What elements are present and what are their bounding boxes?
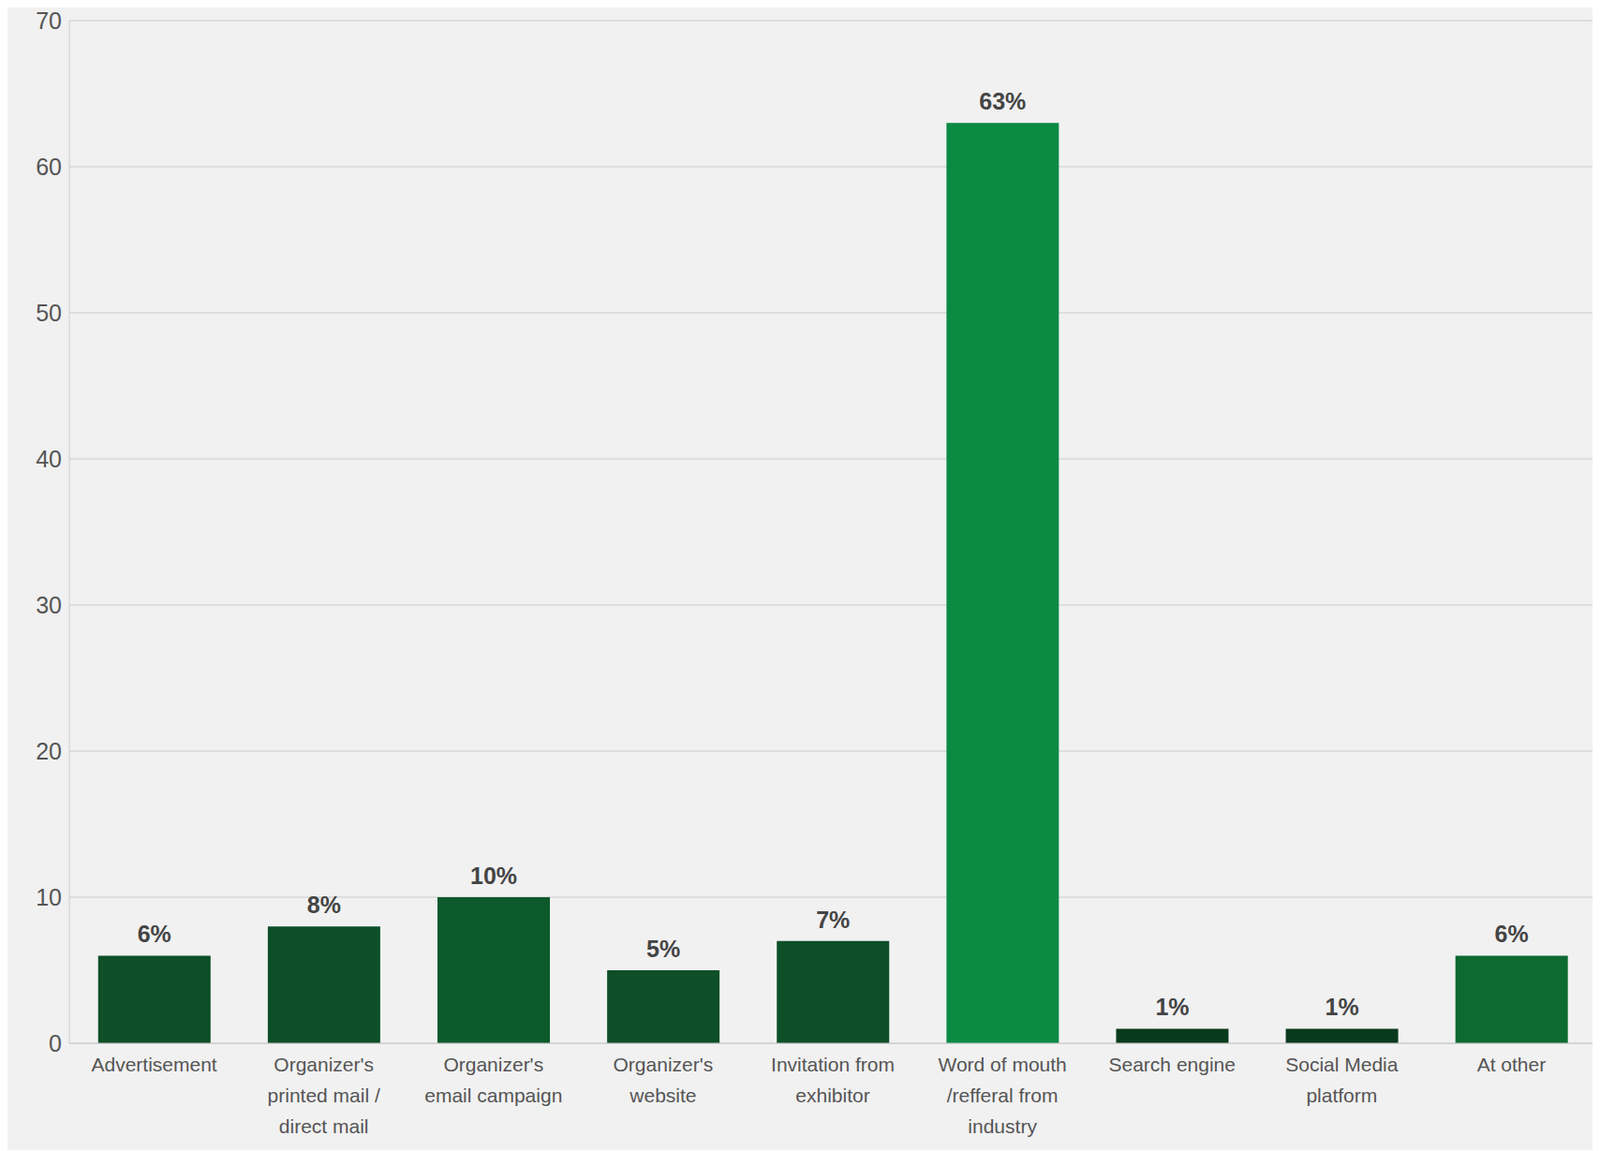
svg-text:/refferal from: /refferal from — [947, 1084, 1059, 1107]
svg-text:8%: 8% — [307, 891, 341, 919]
svg-text:60: 60 — [35, 153, 62, 180]
svg-text:1%: 1% — [1155, 993, 1189, 1021]
svg-text:Organizer's: Organizer's — [273, 1053, 374, 1076]
svg-text:20: 20 — [35, 738, 62, 765]
svg-text:Invitation from: Invitation from — [770, 1053, 895, 1076]
svg-text:5%: 5% — [646, 935, 681, 963]
svg-text:10%: 10% — [470, 862, 518, 889]
svg-text:10: 10 — [35, 884, 62, 911]
svg-text:Word of mouth: Word of mouth — [937, 1053, 1067, 1076]
svg-text:Organizer's: Organizer's — [613, 1053, 714, 1076]
svg-text:7%: 7% — [815, 906, 850, 934]
svg-text:70: 70 — [35, 7, 62, 34]
svg-text:website: website — [628, 1084, 697, 1107]
svg-text:At other: At other — [1477, 1053, 1547, 1076]
svg-text:email campaign: email campaign — [424, 1084, 563, 1107]
svg-text:40: 40 — [35, 445, 62, 473]
svg-text:Search engine: Search engine — [1109, 1053, 1236, 1076]
svg-text:6%: 6% — [137, 920, 172, 948]
svg-text:6%: 6% — [1495, 920, 1529, 948]
svg-text:printed mail /: printed mail / — [267, 1084, 381, 1107]
svg-text:1%: 1% — [1324, 993, 1359, 1021]
svg-text:30: 30 — [35, 592, 62, 619]
svg-text:direct mail: direct mail — [279, 1115, 370, 1138]
svg-text:Organizer's: Organizer's — [443, 1053, 544, 1076]
svg-text:platform: platform — [1305, 1084, 1378, 1107]
svg-text:exhibitor: exhibitor — [795, 1084, 870, 1107]
svg-text:Advertisement: Advertisement — [90, 1053, 217, 1076]
svg-text:Social Media: Social Media — [1285, 1053, 1399, 1076]
svg-text:0: 0 — [48, 1030, 62, 1057]
svg-text:50: 50 — [35, 299, 62, 326]
svg-text:63%: 63% — [978, 88, 1026, 115]
svg-text:industry: industry — [967, 1115, 1038, 1138]
